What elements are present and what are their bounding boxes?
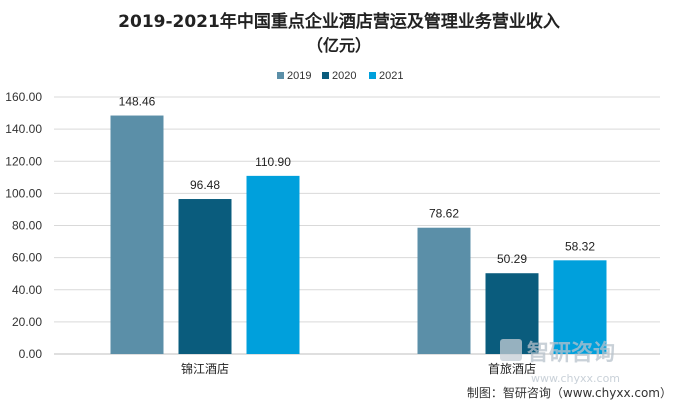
data-label: 58.32 (565, 239, 595, 253)
y-tick-label: 160.00 (5, 90, 42, 104)
legend-swatch-2021 (369, 72, 376, 79)
y-axis: 0.00 20.00 40.00 60.00 80.00 100.00 120.00 140.… (5, 90, 42, 361)
legend-swatch-2019 (277, 72, 284, 79)
legend-label: 2019 (287, 70, 311, 82)
bar-2020-0 (178, 199, 232, 354)
data-label: 50.29 (497, 252, 527, 266)
y-tick-label: 60.00 (12, 251, 42, 265)
bar-2019-0 (110, 115, 164, 354)
y-tick-label: 140.00 (5, 122, 42, 136)
x-category-label: 锦江酒店 (181, 362, 229, 376)
bar-2021-1 (553, 260, 607, 354)
y-tick-label: 80.00 (12, 219, 42, 233)
y-tick-label: 0.00 (19, 347, 43, 361)
x-category-label: 首旅酒店 (488, 362, 536, 376)
chart-title-line2: （亿元） (307, 36, 371, 55)
bar-2021-0 (246, 175, 300, 354)
legend-swatch-2020 (322, 72, 329, 79)
watermark-name: 智研咨询 (527, 340, 615, 366)
data-label: 148.46 (119, 95, 156, 109)
source-credit: 制图：智研咨询（www.chyxx.com） (467, 385, 672, 400)
data-label: 96.48 (190, 178, 220, 192)
x-axis: 锦江酒店 首旅酒店 (181, 362, 536, 376)
bars (110, 115, 607, 354)
data-labels: 148.46 96.48 110.90 78.62 50.29 58.32 (119, 95, 596, 267)
legend-label: 2020 (332, 70, 356, 82)
legend-label: 2021 (379, 70, 403, 82)
data-label: 110.90 (255, 155, 291, 169)
y-tick-label: 100.00 (5, 186, 42, 200)
watermark-url: www.chyxx.com (531, 372, 620, 385)
data-label: 78.62 (429, 207, 459, 221)
bar-2019-1 (417, 227, 471, 354)
y-tick-label: 40.00 (12, 283, 42, 297)
y-tick-label: 20.00 (12, 315, 42, 329)
watermark: 智研咨询 www.chyxx.com (500, 339, 620, 385)
y-tick-label: 120.00 (5, 154, 42, 168)
chart-title-line1: 2019-2021年中国重点企业酒店营运及管理业务营业收入 (118, 11, 560, 32)
watermark-logo-icon (500, 339, 522, 361)
legend: 2019 2020 2021 (277, 70, 403, 82)
